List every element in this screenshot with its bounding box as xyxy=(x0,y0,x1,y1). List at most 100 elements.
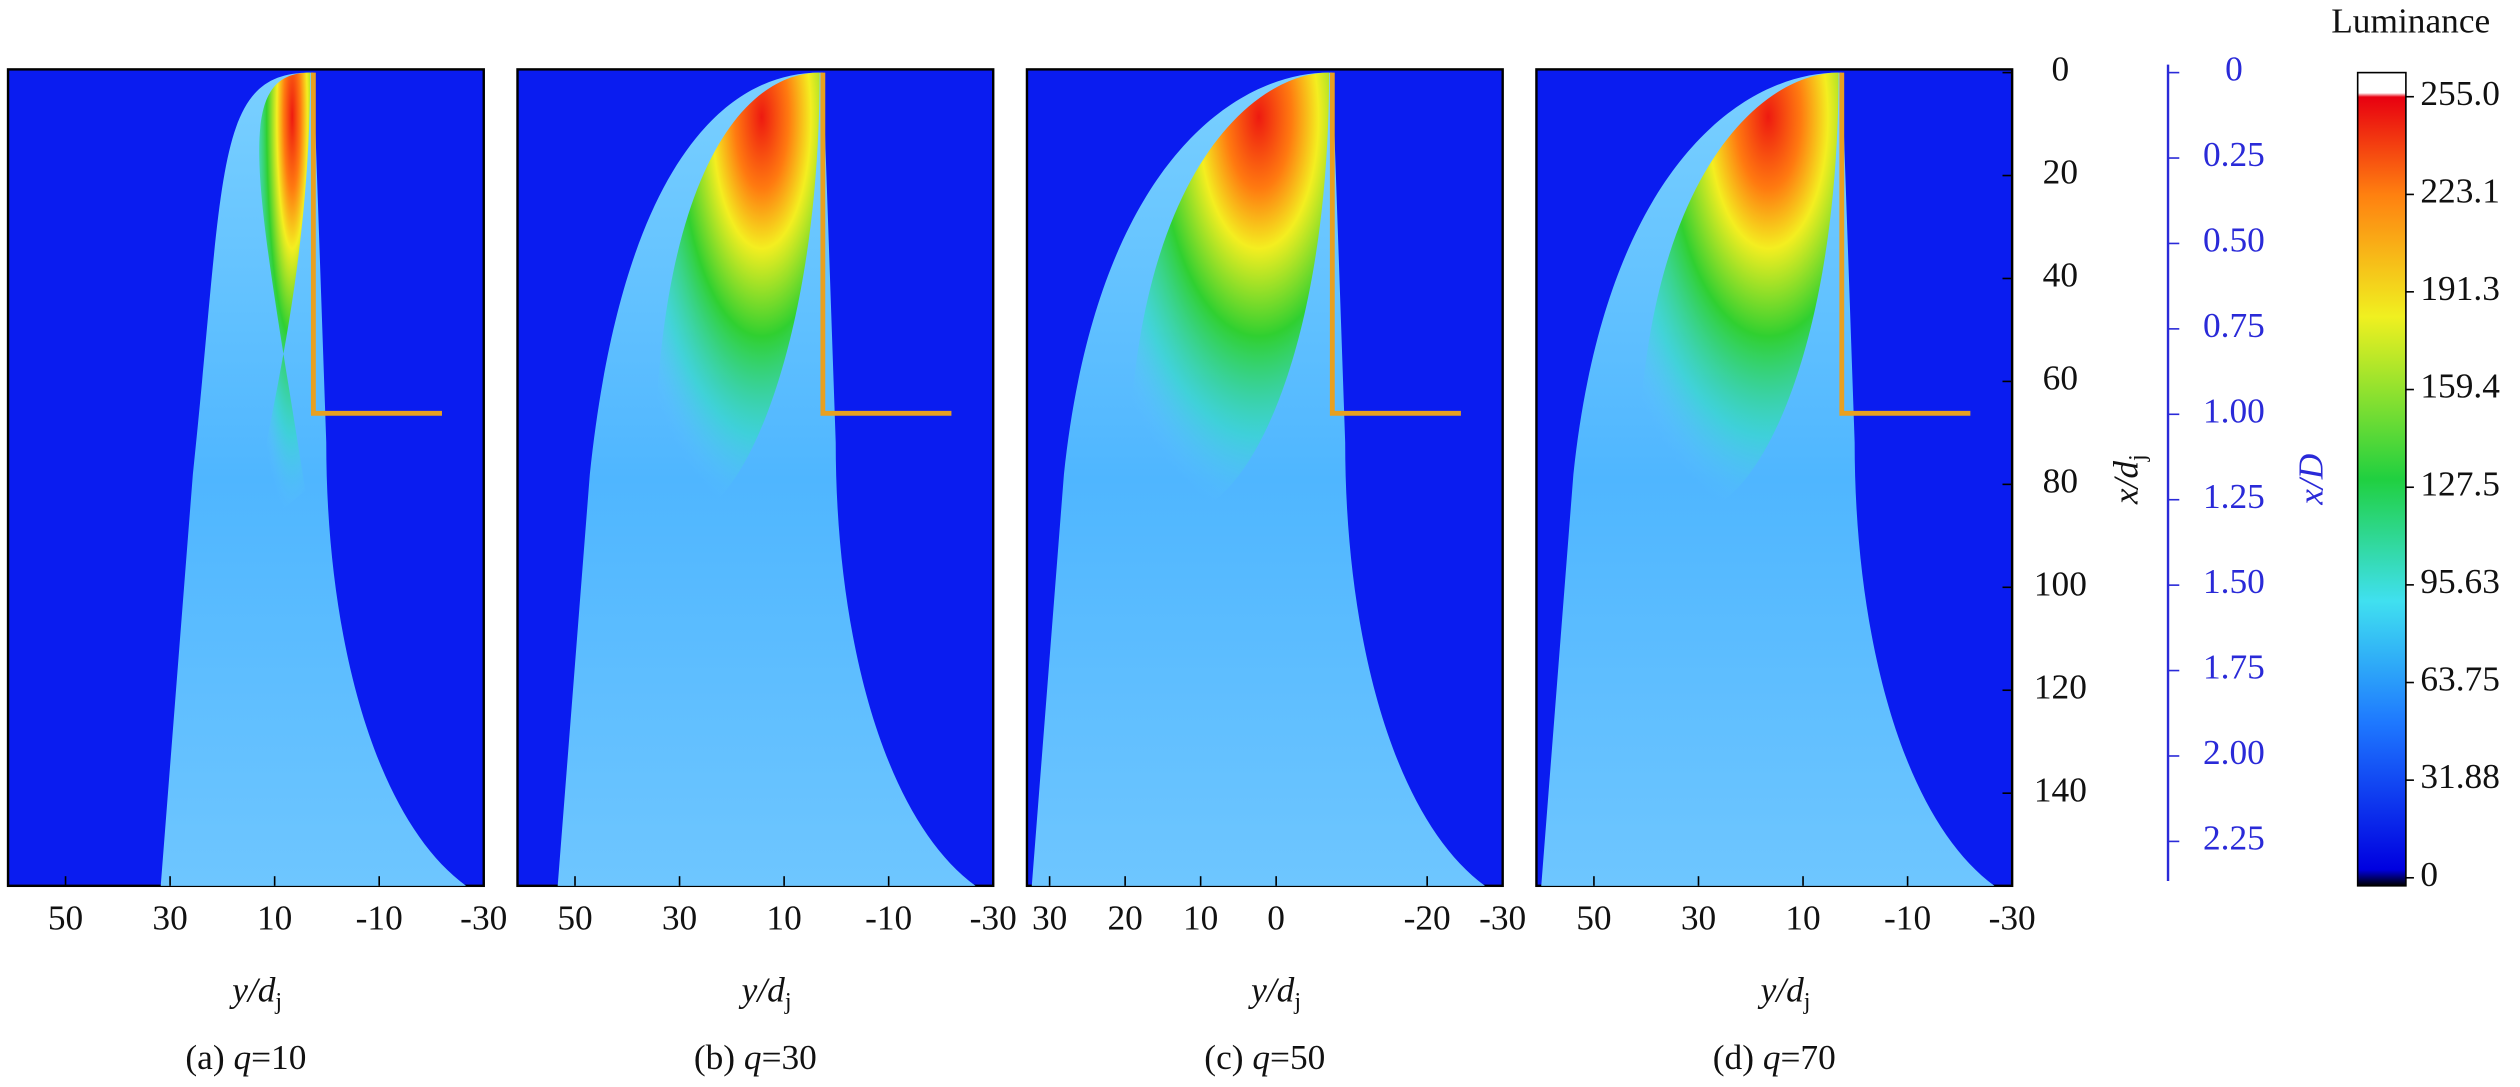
y2-tick-label: 0.50 xyxy=(2203,220,2265,260)
y-tick-label: 0 xyxy=(2052,49,2070,89)
caption-eq: =50 xyxy=(1270,1037,1325,1077)
x-tick-label: 10 xyxy=(1785,897,1820,937)
caption-var: q xyxy=(233,1037,251,1077)
jet-core xyxy=(1637,72,1839,516)
jet-core xyxy=(1128,72,1330,516)
x-tick-label: 50 xyxy=(48,897,83,937)
caption-tag: (b) xyxy=(694,1037,735,1077)
wall xyxy=(1839,72,1971,416)
x-tick-label: -20 xyxy=(1404,897,1451,937)
jet-core xyxy=(654,72,820,516)
x-tick-label: 10 xyxy=(1183,897,1218,937)
wall xyxy=(310,72,442,416)
y-label-main: x/d xyxy=(2106,461,2146,506)
caption-eq: =30 xyxy=(762,1037,817,1077)
caption-var: q xyxy=(1252,1037,1270,1077)
plume xyxy=(557,72,976,886)
y2-tick-label: 2.00 xyxy=(2203,732,2265,772)
y-label-sub: j xyxy=(2125,454,2151,462)
caption-space xyxy=(225,1037,234,1077)
wall xyxy=(1329,72,1461,416)
colorbar-tick-label: 95.63 xyxy=(2420,561,2500,601)
x-axis-label: y/dj xyxy=(739,970,792,1015)
colorbar xyxy=(2356,71,2407,887)
y2-tick-label: 2.25 xyxy=(2203,818,2265,858)
caption-eq: =10 xyxy=(251,1037,306,1077)
colorbar-tick-label: 31.88 xyxy=(2420,756,2500,796)
x-tick-label: -10 xyxy=(865,897,912,937)
x-label-sub: j xyxy=(1803,989,1811,1015)
caption-space xyxy=(735,1037,744,1077)
x-tick-label: 30 xyxy=(662,897,697,937)
y-tick-label: 140 xyxy=(2034,769,2087,809)
colorbar-tick-label: 0 xyxy=(2420,854,2438,894)
colorbar-tick-label: 63.75 xyxy=(2420,659,2500,699)
x-label-sub: j xyxy=(1293,989,1301,1015)
caption-tag: (a) xyxy=(185,1037,224,1077)
x-tick-label: 30 xyxy=(1681,897,1716,937)
y-tick-label: 40 xyxy=(2043,255,2078,295)
x-tick-label: 0 xyxy=(1267,897,1285,937)
wall xyxy=(820,72,952,416)
panel-caption: (c) q=50 xyxy=(1204,1037,1325,1077)
caption-tag: (d) xyxy=(1713,1037,1754,1077)
caption-space xyxy=(1754,1037,1763,1077)
plume xyxy=(1541,72,1995,886)
y2-tick-label: 0 xyxy=(2225,49,2243,89)
y2-tick-label: 0.75 xyxy=(2203,305,2265,345)
x-axis-label: y/dj xyxy=(229,970,282,1015)
y-tick-label: 60 xyxy=(2043,358,2078,398)
jet-core xyxy=(258,72,311,516)
y2-tick-label: 1.25 xyxy=(2203,476,2265,516)
x-label-sub: j xyxy=(274,989,282,1015)
y2-axis-label: x/D xyxy=(2290,454,2330,506)
colorbar-tick-label: 159.4 xyxy=(2420,366,2500,406)
y2-tick-label: 1.00 xyxy=(2203,390,2265,430)
x-tick-label: -10 xyxy=(1884,897,1931,937)
x-tick-label: 20 xyxy=(1107,897,1142,937)
y2-tick-label: 1.75 xyxy=(2203,647,2265,687)
x-tick-label: -30 xyxy=(1989,897,2036,937)
colorbar-title: Luminance xyxy=(2331,1,2490,41)
y2-tick-label: 0.25 xyxy=(2203,134,2265,174)
x-label-main: y/d xyxy=(739,970,786,1010)
caption-eq: =70 xyxy=(1781,1037,1836,1077)
caption-var: q xyxy=(744,1037,762,1077)
plume xyxy=(160,72,467,886)
y-tick-label: 100 xyxy=(2034,563,2087,603)
caption-tag: (c) xyxy=(1204,1037,1243,1077)
x-label-main: y/d xyxy=(229,970,276,1010)
x-tick-label: -30 xyxy=(970,897,1017,937)
colorbar-tick-label: 127.5 xyxy=(2420,463,2500,503)
x-tick-label: -30 xyxy=(1479,897,1526,937)
x-tick-label: -10 xyxy=(356,897,403,937)
y2-tick-label: 1.50 xyxy=(2203,561,2265,601)
x-tick-label: 30 xyxy=(1032,897,1067,937)
x-label-sub: j xyxy=(784,989,792,1015)
caption-var: q xyxy=(1763,1037,1781,1077)
x-tick-label: 30 xyxy=(152,897,187,937)
panel-caption: (d) q=70 xyxy=(1713,1037,1836,1077)
colorbar-tick-label: 191.3 xyxy=(2420,268,2500,308)
y-tick-label: 20 xyxy=(2043,152,2078,192)
x-axis-label: y/dj xyxy=(1758,970,1811,1015)
y-axis-label: x/dj xyxy=(2106,454,2151,505)
x-label-main: y/d xyxy=(1248,970,1295,1010)
x-label-main: y/d xyxy=(1758,970,1805,1010)
x-tick-label: 10 xyxy=(766,897,801,937)
colorbar-tick-label: 223.1 xyxy=(2420,171,2500,211)
x-tick-label: 50 xyxy=(1576,897,1611,937)
x-tick-label: 50 xyxy=(557,897,592,937)
panel-caption: (b) q=30 xyxy=(694,1037,817,1077)
panel-caption: (a) q=10 xyxy=(185,1037,306,1077)
y-tick-label: 80 xyxy=(2043,460,2078,500)
y-tick-label: 120 xyxy=(2034,666,2087,706)
x-tick-label: 10 xyxy=(257,897,292,937)
x-tick-label: -30 xyxy=(460,897,507,937)
plume xyxy=(1031,72,1485,886)
colorbar-tick-label: 255.0 xyxy=(2420,73,2500,113)
x-axis-label: y/dj xyxy=(1248,970,1301,1015)
caption-space xyxy=(1244,1037,1253,1077)
